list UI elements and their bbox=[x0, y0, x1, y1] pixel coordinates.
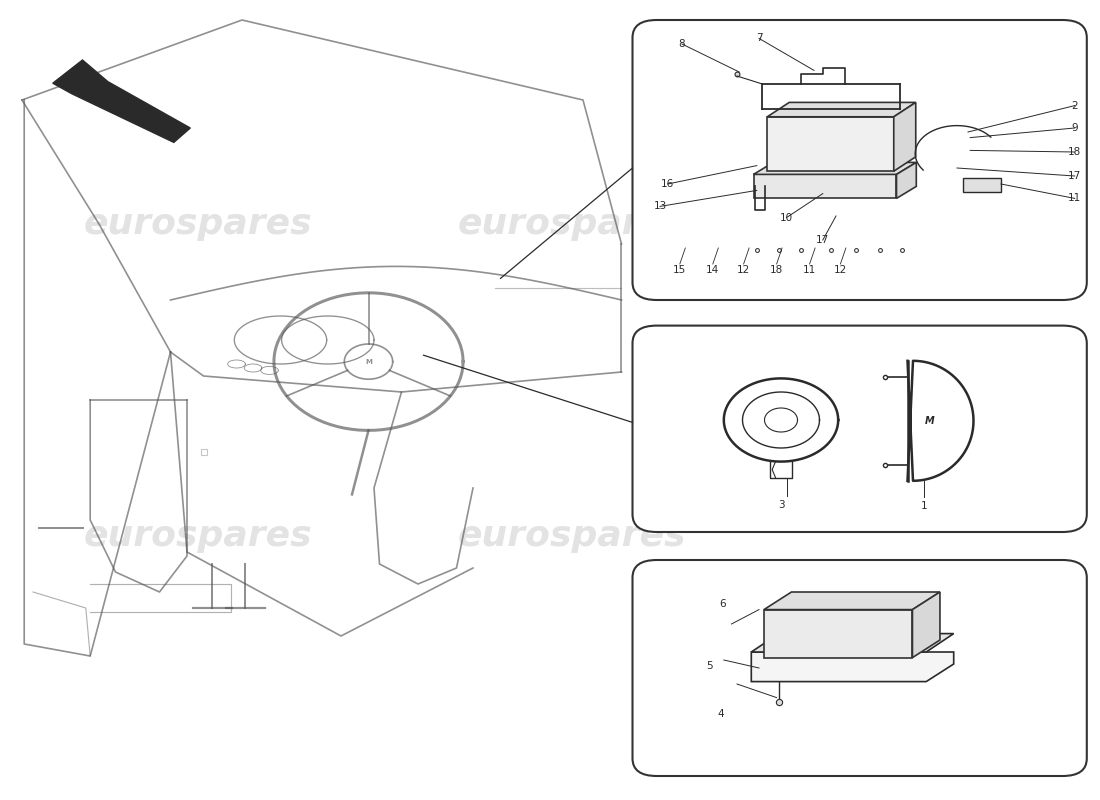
Text: 10: 10 bbox=[780, 213, 793, 222]
Text: 12: 12 bbox=[737, 266, 750, 275]
Text: 9: 9 bbox=[1071, 123, 1078, 133]
Text: 16: 16 bbox=[661, 179, 674, 189]
FancyBboxPatch shape bbox=[632, 326, 1087, 532]
Text: 12: 12 bbox=[834, 266, 847, 275]
Polygon shape bbox=[763, 610, 913, 658]
Text: eurospares: eurospares bbox=[458, 519, 686, 553]
Text: 7: 7 bbox=[756, 34, 762, 43]
Polygon shape bbox=[962, 178, 1001, 192]
Polygon shape bbox=[751, 634, 954, 652]
FancyBboxPatch shape bbox=[632, 20, 1087, 300]
Polygon shape bbox=[893, 102, 915, 171]
Text: 1: 1 bbox=[921, 502, 927, 511]
Polygon shape bbox=[754, 174, 896, 198]
FancyBboxPatch shape bbox=[632, 560, 1087, 776]
Text: M: M bbox=[365, 358, 372, 365]
Polygon shape bbox=[768, 117, 893, 171]
Polygon shape bbox=[768, 102, 915, 117]
Text: 15: 15 bbox=[673, 266, 686, 275]
Text: eurospares: eurospares bbox=[84, 519, 312, 553]
Polygon shape bbox=[53, 60, 190, 142]
Text: 11: 11 bbox=[803, 266, 816, 275]
Polygon shape bbox=[763, 592, 939, 610]
Text: 3: 3 bbox=[778, 500, 784, 510]
Text: 17: 17 bbox=[1068, 171, 1081, 181]
Text: 4: 4 bbox=[717, 709, 724, 718]
Polygon shape bbox=[913, 592, 939, 658]
Text: 5: 5 bbox=[706, 661, 713, 670]
Text: 18: 18 bbox=[1068, 147, 1081, 157]
Polygon shape bbox=[754, 162, 916, 174]
Text: eurospares: eurospares bbox=[458, 207, 686, 241]
Text: 13: 13 bbox=[653, 202, 667, 211]
Text: eurospares: eurospares bbox=[84, 207, 312, 241]
Text: 8: 8 bbox=[679, 39, 685, 49]
Text: 14: 14 bbox=[706, 266, 719, 275]
Text: 17: 17 bbox=[816, 235, 829, 245]
Polygon shape bbox=[751, 652, 954, 682]
Polygon shape bbox=[896, 162, 916, 198]
Text: 2: 2 bbox=[1071, 101, 1078, 110]
Text: 18: 18 bbox=[770, 266, 783, 275]
Text: 6: 6 bbox=[719, 599, 726, 609]
Text: M: M bbox=[925, 416, 934, 426]
Text: 11: 11 bbox=[1068, 194, 1081, 203]
